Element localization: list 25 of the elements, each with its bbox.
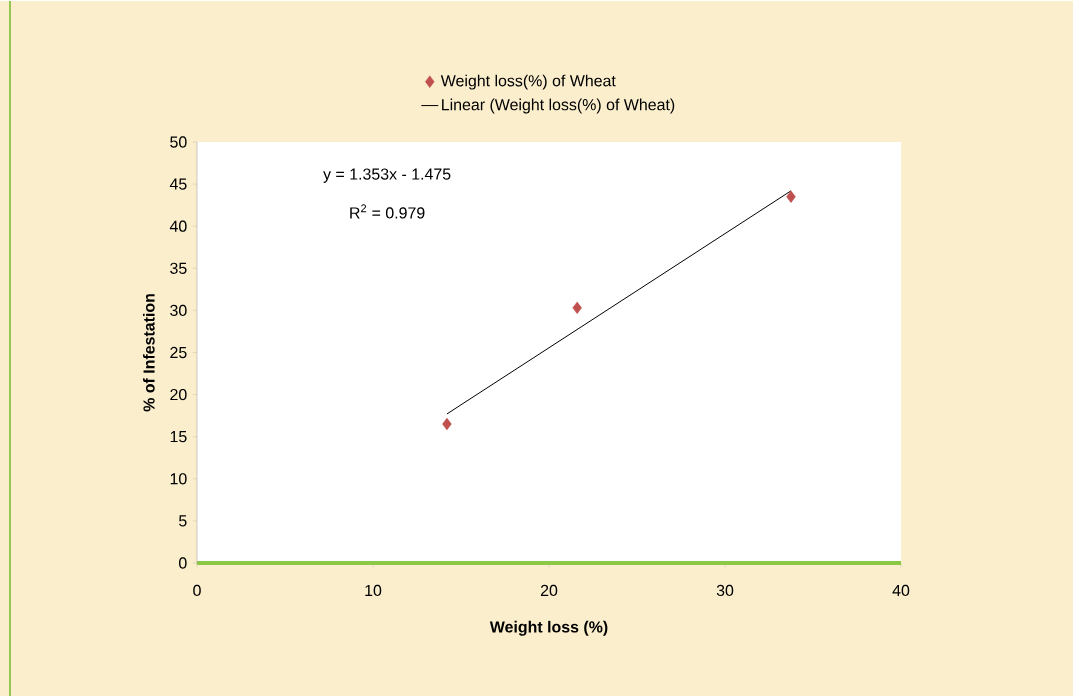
y-tick-label: 30 bbox=[170, 304, 187, 317]
annotation: R$^{2}$ = 0.979 bbox=[350, 204, 425, 219]
y-tick-label: 15 bbox=[170, 431, 187, 443]
y-tick-label: 10 bbox=[170, 473, 187, 485]
legend-label: Weight loss(%) of Wheat bbox=[440, 74, 616, 90]
y-tick-label: 40 bbox=[169, 220, 187, 232]
legend-label: Linear (Weight loss(%) of Wheat) bbox=[442, 98, 675, 114]
point bbox=[442, 417, 452, 431]
y-tick-label: 45 bbox=[169, 178, 187, 190]
y-tick-label: 5 bbox=[179, 515, 187, 527]
x-tick-label: 20 bbox=[540, 584, 558, 597]
x-tick-label: 10 bbox=[365, 584, 382, 597]
annotation: y = 1.353x - 1.475 bbox=[323, 168, 451, 183]
y-tick-label: 25 bbox=[170, 346, 187, 359]
x-tick-label: 0 bbox=[193, 584, 201, 597]
y-tick-label: 0 bbox=[179, 557, 187, 569]
x-axis-title: Weight loss (%) bbox=[489, 620, 608, 636]
point bbox=[786, 190, 796, 203]
y-axis-title: % of Infestation bbox=[142, 294, 155, 412]
y-tick-label: 50 bbox=[170, 136, 187, 148]
y-tick-label: 35 bbox=[170, 262, 187, 274]
point bbox=[572, 301, 582, 315]
x-tick-label: 40 bbox=[892, 584, 910, 597]
y-tick-label: 20 bbox=[170, 388, 187, 401]
x-tick-label: 30 bbox=[716, 584, 734, 597]
